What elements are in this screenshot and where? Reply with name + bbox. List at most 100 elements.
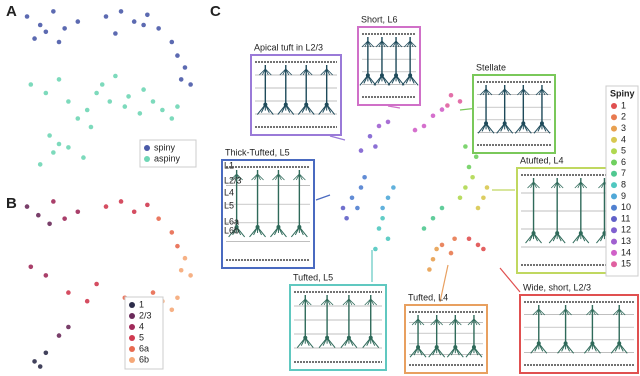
neuron: [342, 298, 350, 306]
point: [169, 39, 175, 45]
point: [28, 82, 34, 87]
neuron: [285, 68, 293, 76]
neuron: [298, 298, 306, 306]
neuron-soma: [453, 345, 458, 350]
neuron: [345, 298, 350, 306]
neuron-soma: [263, 102, 268, 107]
point: [376, 226, 382, 231]
neuron: [409, 40, 417, 48]
point: [466, 236, 472, 242]
layer-label: L1: [224, 160, 234, 170]
neuron: [301, 298, 306, 306]
neuron: [467, 318, 475, 326]
point: [175, 243, 180, 249]
legend-swatch: [611, 204, 617, 211]
point: [43, 350, 49, 356]
neuron: [261, 68, 266, 76]
neuron: [482, 88, 487, 96]
legend: [124, 296, 164, 370]
neuron: [556, 181, 564, 189]
point: [380, 205, 385, 211]
point: [47, 133, 52, 138]
neuron: [580, 232, 590, 244]
neuron: [285, 104, 295, 115]
legend-label: 6: [621, 157, 626, 167]
point: [137, 111, 143, 116]
point: [344, 215, 349, 221]
neuron: [618, 343, 628, 354]
neuron: [236, 226, 246, 238]
inset-label: Tufted, L4: [408, 292, 448, 302]
point: [56, 141, 62, 147]
legend-label: 13: [621, 236, 631, 246]
layer-label: L6a: [224, 216, 239, 226]
neuron: [485, 123, 495, 134]
neuron: [254, 173, 258, 181]
neuron-soma: [434, 345, 439, 350]
neuron: [589, 308, 593, 316]
legend-swatch: [611, 182, 617, 189]
legend-label: 2: [621, 112, 626, 122]
neuron: [538, 308, 546, 316]
neuron: [574, 181, 582, 189]
neuron: [348, 337, 358, 349]
arrow: [315, 194, 331, 201]
neuron: [395, 75, 405, 86]
neuron: [299, 173, 306, 181]
point: [94, 281, 99, 287]
point: [445, 103, 450, 108]
legend-label: spiny: [154, 142, 176, 152]
neuron: [304, 337, 314, 349]
neuron-soma: [521, 121, 526, 126]
point: [141, 87, 146, 92]
point: [439, 242, 445, 248]
point: [145, 12, 150, 18]
layer-label: L5: [224, 200, 234, 210]
neuron: [323, 68, 328, 76]
inset-box: [516, 167, 622, 274]
neuron: [473, 346, 483, 358]
neuron: [527, 181, 534, 189]
point: [62, 216, 67, 221]
point: [51, 199, 56, 204]
point: [66, 145, 71, 150]
point: [24, 14, 30, 19]
neuron: [364, 40, 369, 48]
neuron: [580, 181, 588, 189]
neuron: [370, 298, 378, 306]
point: [412, 127, 418, 133]
panel-label: A: [6, 3, 17, 20]
point: [421, 226, 427, 231]
point: [103, 14, 109, 19]
point: [84, 298, 90, 304]
neuron: [264, 104, 274, 115]
legend-swatch: [129, 335, 135, 341]
point: [182, 255, 188, 261]
legend-title: Spiny: [610, 88, 635, 98]
point: [126, 94, 131, 99]
point: [481, 195, 486, 201]
neuron: [381, 75, 391, 86]
layer-label: L4: [224, 187, 234, 197]
point: [66, 324, 71, 330]
legend-label: 1: [621, 100, 626, 110]
neuron: [320, 298, 328, 306]
inset-box: [289, 284, 387, 371]
point: [355, 205, 360, 211]
inset-label: Thick-Tufted, L5: [225, 147, 290, 157]
point: [94, 90, 99, 96]
point: [182, 65, 188, 70]
point: [391, 185, 396, 190]
point: [131, 19, 137, 24]
legend-swatch: [611, 227, 617, 234]
arrow: [439, 264, 449, 303]
point: [113, 31, 118, 36]
neuron: [378, 40, 383, 48]
point: [358, 148, 364, 153]
neuron-soma: [555, 231, 560, 236]
neuron: [257, 226, 266, 238]
neuron: [615, 308, 620, 316]
legend-label: 4: [621, 134, 626, 144]
neuron: [455, 318, 462, 326]
panel-label: B: [6, 195, 17, 212]
